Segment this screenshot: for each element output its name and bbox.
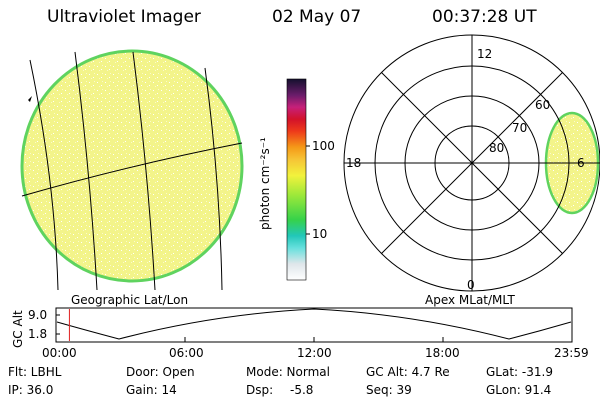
y-tick-label: 9.0: [28, 308, 48, 322]
parallel-line: [21, 142, 243, 197]
marker-icon: [28, 96, 32, 102]
meridian-line: [29, 59, 59, 290]
filter-info: Flt: LBHL: [8, 365, 62, 379]
x-tick-label: 06:00: [169, 346, 204, 360]
polar-grid: [343, 34, 600, 292]
time-label: 00:37:28 UT: [432, 7, 537, 27]
apex-label: Apex MLat/MLT: [425, 293, 515, 307]
colorbar-tick-label: 100: [312, 139, 335, 153]
colorbar: [286, 78, 310, 281]
colorbar-unit: photon cm⁻²s⁻¹: [258, 137, 272, 230]
colorbar-tick-label: 10: [312, 227, 328, 241]
altitude-plot-frame: [55, 307, 573, 343]
geographic-label: Geographic Lat/Lon: [71, 293, 189, 307]
x-tick-label: 23:59: [554, 346, 589, 360]
gc-alt-axis-label: GC Alt: [11, 310, 25, 348]
meridian-line: [204, 67, 223, 290]
mlt-line-diagonal: [381, 72, 563, 254]
colorbar-gradient: [286, 78, 307, 281]
seq-info: Seq: 39: [366, 383, 412, 397]
geographic-grid: [21, 51, 243, 290]
earth-image: [20, 49, 244, 290]
lat-label-60: 60: [535, 98, 551, 112]
mlt-label-right: 6: [577, 156, 585, 170]
glat-info: GLat: -31.9: [486, 365, 553, 379]
lat-label-70: 70: [512, 121, 528, 135]
mlt-label-left: 18: [346, 156, 362, 170]
earth-disk: [20, 49, 244, 283]
mlt-label-top: 12: [477, 47, 493, 61]
meridian-line: [74, 51, 98, 290]
y-tick-label: 1.8: [28, 327, 48, 341]
polar-plot: [343, 34, 600, 292]
meridian-line: [132, 51, 156, 290]
altitude-plot: [55, 307, 573, 343]
x-tick-label: 18:00: [425, 346, 460, 360]
x-tick-label: 00:00: [42, 346, 77, 360]
gain-info: Gain: 14: [126, 383, 177, 397]
date-label: 02 May 07: [272, 7, 362, 27]
door-info: Door: Open: [126, 365, 195, 379]
x-tick-label: 12:00: [297, 346, 332, 360]
dsp-label: Dsp:: [246, 383, 274, 397]
altitude-curve: [56, 308, 572, 340]
gc-alt-info: GC Alt: 4.7 Re: [366, 365, 450, 379]
dsp-value: -5.8: [290, 383, 314, 397]
ip-info: IP: 36.0: [8, 383, 54, 397]
instrument-title: Ultraviolet Imager: [47, 7, 201, 27]
mlt-label-bottom: 0: [467, 278, 475, 292]
lat-label-80: 80: [489, 141, 505, 155]
mode-info: Mode: Normal: [246, 365, 330, 379]
glon-info: GLon: 91.4: [486, 383, 552, 397]
